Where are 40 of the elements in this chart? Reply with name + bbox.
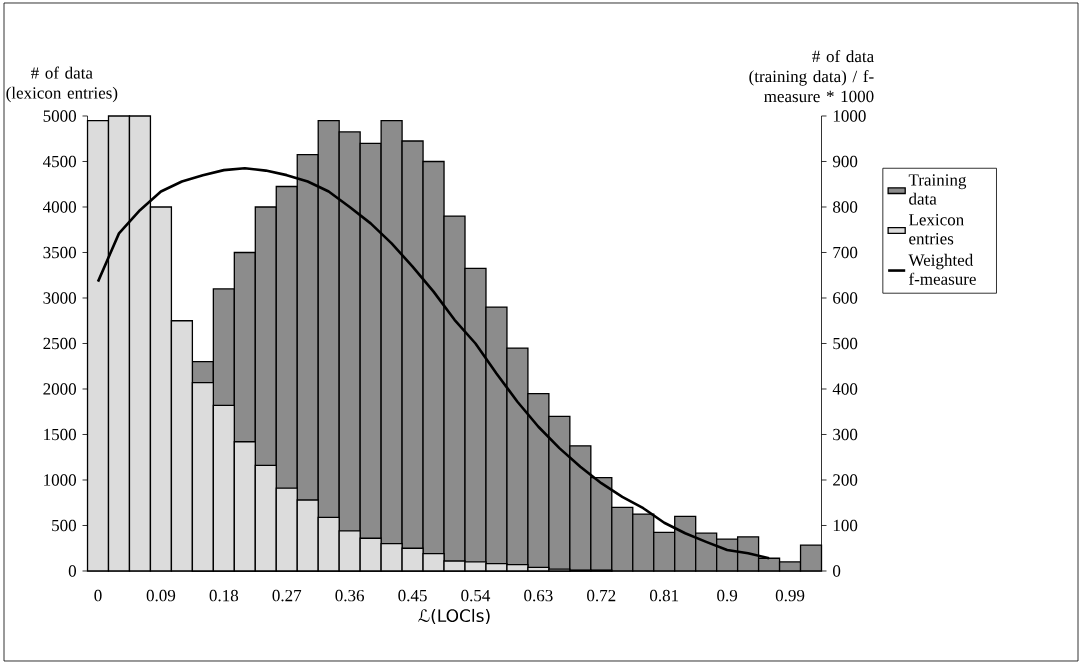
y2-tick-label: 200 xyxy=(833,474,858,486)
x-tick-label: 0.45 xyxy=(398,589,427,602)
y-tick-label: 2500 xyxy=(43,337,77,350)
x-tick-label: 0.09 xyxy=(146,589,176,602)
y2-tick-label: 100 xyxy=(833,519,858,532)
y-tick-label: 3000 xyxy=(43,292,77,304)
y-tick-label: 3500 xyxy=(43,246,77,259)
legend-label: Training data xyxy=(908,174,967,205)
y2-axis-title: # of data (training data) / f-measure * 1000 xyxy=(749,50,874,103)
y2-tick-label: 500 xyxy=(833,337,858,350)
y2-tick-label: 300 xyxy=(833,428,858,441)
x-axis-title: ℒ(LOCls) xyxy=(418,608,490,625)
y-tick-label: 2000 xyxy=(43,383,77,395)
y-tick-label: 500 xyxy=(52,519,77,532)
y2-tick-label: 600 xyxy=(833,292,858,304)
x-tick-label: 0.99 xyxy=(775,589,805,602)
y2-tick-label: 1000 xyxy=(833,110,866,122)
y-axis-title: # of data (lexicon entries) xyxy=(6,66,118,103)
y2-tick-label: 700 xyxy=(833,246,858,259)
y-tick-label: 1000 xyxy=(44,474,77,486)
y2-tick-label: 0 xyxy=(833,565,841,577)
x-tick-label: 0.9 xyxy=(717,589,738,602)
y2-tick-label: 400 xyxy=(832,383,858,395)
x-tick-label: 0.63 xyxy=(524,589,553,602)
x-tick-label: 0.27 xyxy=(272,589,302,602)
y-tick-label: 0 xyxy=(68,565,77,577)
y2-tick-label: 900 xyxy=(832,155,858,168)
x-tick-label: 0.72 xyxy=(587,589,616,602)
x-tick-label: 0.18 xyxy=(209,589,239,602)
x-tick-label: 0 xyxy=(94,589,102,602)
y-tick-label: 4000 xyxy=(42,201,77,213)
y-tick-label: 4500 xyxy=(42,155,77,168)
legend-label: Lexicon entries xyxy=(908,214,964,245)
x-tick-label: 0.81 xyxy=(650,589,679,602)
x-tick-label: 0.36 xyxy=(335,589,365,602)
legend-label: Weighted f-measure xyxy=(908,253,976,285)
y-tick-label: 1500 xyxy=(44,428,77,441)
x-tick-label: 0.54 xyxy=(461,589,491,602)
y-tick-label: 5000 xyxy=(43,110,77,122)
y2-tick-label: 800 xyxy=(833,201,858,213)
